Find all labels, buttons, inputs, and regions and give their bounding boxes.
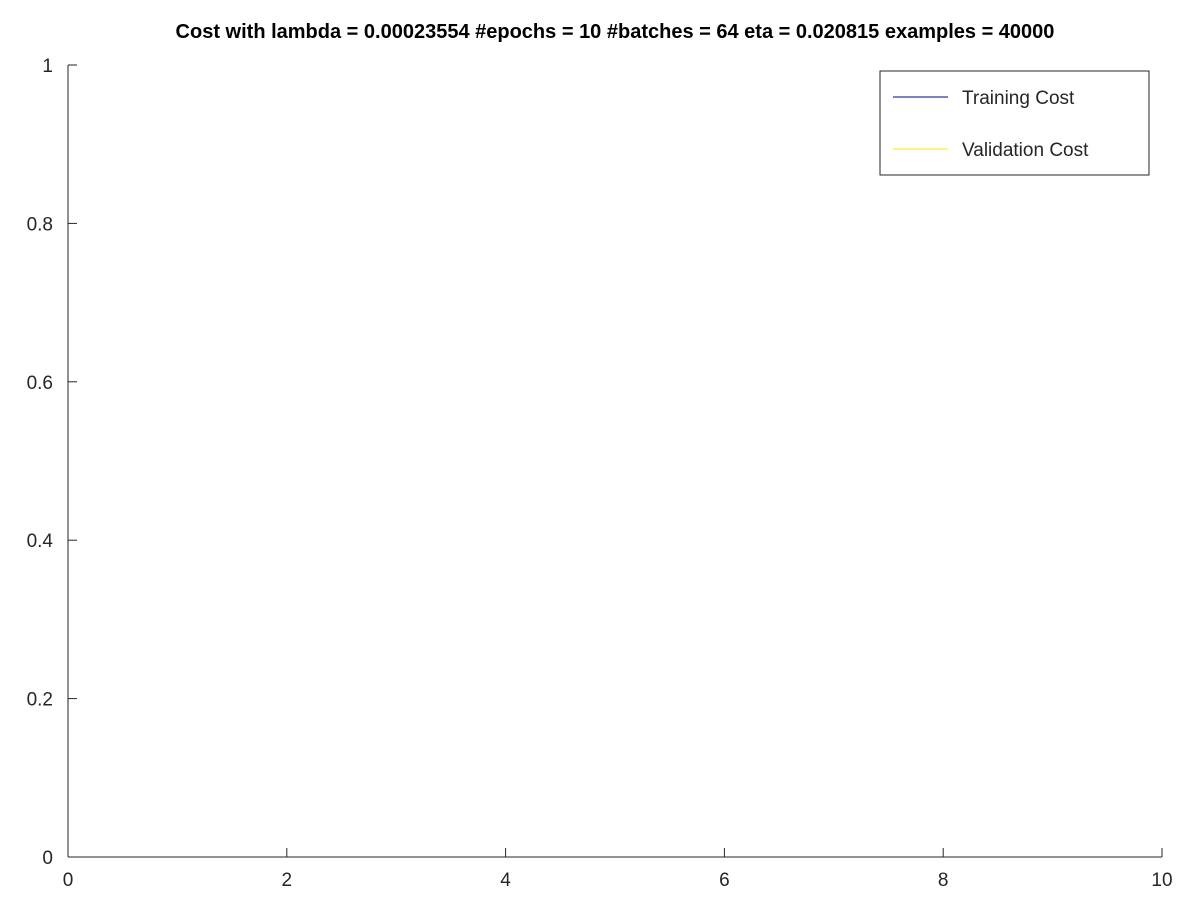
axes: 0 2 4 6 8 10 0 0.2 0.4 0.6 0.8 1: [27, 56, 1173, 891]
y-tick-label: 0.2: [27, 690, 53, 711]
x-tick-label: 0: [63, 870, 74, 891]
legend-label: Training Cost: [962, 88, 1075, 109]
y-tick-label: 0.8: [27, 214, 53, 235]
legend: Training Cost Validation Cost: [879, 70, 1150, 176]
x-tick-label: 10: [1151, 870, 1172, 891]
y-tick-label: 0.6: [27, 373, 53, 394]
y-tick-label: 0.4: [27, 531, 54, 552]
x-tick-label: 8: [938, 870, 949, 891]
y-tick-label: 0: [42, 848, 53, 869]
x-tick-label: 6: [719, 870, 730, 891]
legend-label: Validation Cost: [962, 140, 1089, 161]
x-tick-label: 4: [500, 870, 511, 891]
y-tick-label: 1: [42, 56, 53, 77]
legend-box: [879, 70, 1150, 176]
x-tick-label: 2: [282, 870, 293, 891]
chart-title: Cost with lambda = 0.00023554 #epochs = …: [176, 21, 1055, 43]
